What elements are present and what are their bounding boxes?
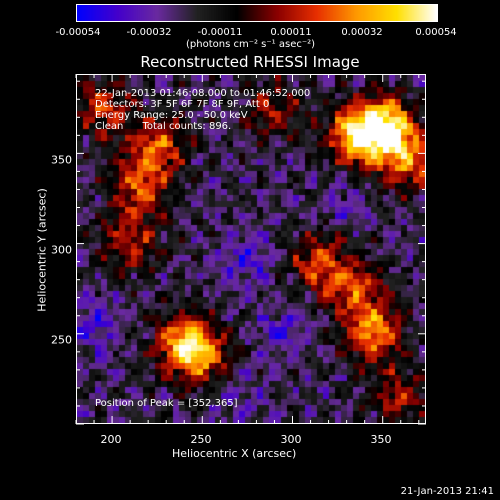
x-tick-label: 250 (190, 433, 212, 446)
overlay-time-range: 22-Jan-2013 01:46:08.000 to 01:46:52.000 (95, 88, 311, 99)
colorbar-tick-label: -0.00054 (55, 27, 101, 38)
colorbar (76, 4, 438, 22)
x-tick-label: 350 (370, 433, 392, 446)
colorbar-tick-label: 0.00011 (270, 27, 312, 38)
image-plot: 22-Jan-2013 01:46:08.000 to 01:46:52.000… (76, 74, 426, 424)
x-axis-label: Heliocentric X (arcsec) (172, 447, 297, 460)
x-tick-label: 300 (280, 433, 302, 446)
colorbar-unit-label: (photons cm⁻² s⁻¹ asec⁻²) (186, 39, 316, 50)
colorbar-tick-label: 0.00032 (341, 27, 383, 38)
plot-timestamp: 21-Jan-2013 21:41 (400, 486, 494, 497)
heatmap-image (77, 75, 425, 423)
x-tick-label: 200 (100, 433, 122, 446)
y-tick-label: 250 (51, 333, 72, 347)
y-axis-label: Heliocentric Y (arcsec) (35, 188, 49, 312)
colorbar-tick-label: -0.00011 (197, 27, 243, 38)
overlay-clean-counts: Clean Total counts: 896. (95, 121, 232, 132)
overlay-energy-range: Energy Range: 25.0 - 50.0 keV (95, 110, 248, 121)
y-tick-label: 350 (51, 153, 72, 167)
colorbar-tick-label: 0.00054 (415, 27, 457, 38)
overlay-peak-position: Position of Peak = [352,365] (95, 398, 238, 409)
overlay-detectors: Detectors: 3F 5F 6F 7F 8F 9F, Att 0 (95, 99, 270, 110)
colorbar-tick-label: -0.00032 (126, 27, 172, 38)
plot-title: Reconstructed RHESSI Image (140, 53, 360, 71)
y-tick-label: 300 (51, 243, 72, 257)
